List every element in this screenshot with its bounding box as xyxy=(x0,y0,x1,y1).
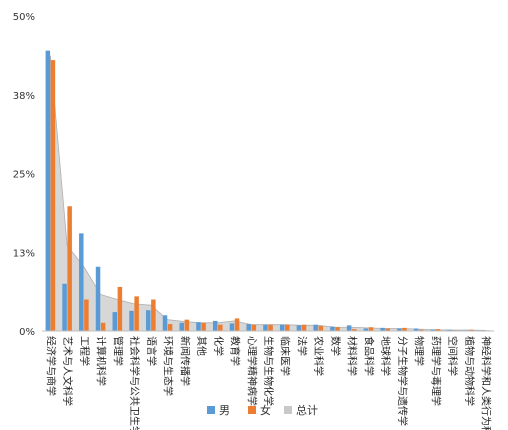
bar-male xyxy=(129,310,134,331)
legend-swatch xyxy=(207,406,215,414)
bar-male xyxy=(313,324,318,331)
bar-female xyxy=(201,322,206,331)
category-label: 农业科学 xyxy=(312,336,325,376)
series-area-total xyxy=(49,55,487,332)
bar-female xyxy=(268,324,273,331)
category-label: 化学 xyxy=(212,336,225,356)
bar-female xyxy=(50,60,56,331)
bar-female xyxy=(184,319,190,331)
legend-label: 女 xyxy=(260,403,271,417)
category-label: 空间科学 xyxy=(446,336,459,376)
bar-female xyxy=(435,329,441,331)
bar-female xyxy=(234,318,240,331)
y-tick-label: 13% xyxy=(13,248,35,259)
bar-male xyxy=(263,324,268,331)
category-label: 新闻传播学 xyxy=(178,336,191,386)
bar-male xyxy=(363,328,369,331)
category-label: 计算机科学 xyxy=(95,336,108,386)
bar-male xyxy=(246,324,251,331)
category-label: 教育学 xyxy=(229,336,242,366)
bar-female xyxy=(318,325,324,331)
category-label: 法学 xyxy=(295,336,308,356)
bar-female xyxy=(151,299,156,331)
x-axis-labels: 经济学与商学 艺术与人文科学 工程学 计算机科学 管理学 社会科学与公共卫生学 语言学 环境与… xyxy=(44,336,492,430)
category-label: 食品科学 xyxy=(362,336,375,376)
category-label: 社会科学与公共卫生学 xyxy=(128,336,141,430)
bar-female xyxy=(368,327,374,331)
bar-male xyxy=(112,312,118,331)
y-tick-label: 25% xyxy=(13,170,35,181)
legend-label: 总计 xyxy=(296,403,318,417)
category-label: 物理学 xyxy=(413,336,426,366)
bar-male xyxy=(196,322,201,331)
bar-male xyxy=(413,328,419,331)
bar-female xyxy=(67,206,72,331)
category-label: 药理学与毒理学 xyxy=(429,336,442,406)
bar-female xyxy=(469,329,474,331)
bar-female xyxy=(418,329,424,331)
bar-male xyxy=(380,327,385,331)
bar-female xyxy=(218,324,223,331)
bar-female xyxy=(251,324,257,331)
bar-male xyxy=(162,315,168,331)
bar-male xyxy=(179,322,184,331)
bar-male xyxy=(62,283,67,331)
bar-male xyxy=(330,326,335,331)
bar-male xyxy=(95,266,101,331)
legend: 男 女 总计 xyxy=(207,403,318,417)
bar-female xyxy=(301,324,307,331)
bar-female xyxy=(84,299,89,331)
bar-male xyxy=(45,50,51,332)
category-label: 管理学 xyxy=(111,336,124,366)
category-label: 经济学与商学 xyxy=(44,336,57,396)
y-tick-label: 38% xyxy=(13,91,35,102)
category-label: 艺术与人文科学 xyxy=(61,336,74,406)
category-label: 地球科学 xyxy=(379,336,392,376)
y-tick-label: 50% xyxy=(13,12,35,23)
bar-female xyxy=(167,324,173,331)
y-axis: 0% 13% 25% 38% 50% xyxy=(13,12,35,338)
category-label: 心理学精神病学 xyxy=(245,336,258,406)
bar-female xyxy=(100,322,106,331)
bar-male xyxy=(430,329,436,331)
category-label: 临床医学 xyxy=(279,336,292,376)
bar-male xyxy=(146,310,151,331)
category-label: 神经科学和人类行为科学 xyxy=(480,336,493,430)
category-label: 语言学 xyxy=(145,336,158,366)
y-tick-label: 0% xyxy=(19,327,35,338)
bar-female xyxy=(385,328,390,331)
bar-male xyxy=(79,233,84,331)
category-label: 分子生物学与遗传学 xyxy=(396,336,409,426)
legend-swatch xyxy=(248,406,256,414)
category-label: 材料科学 xyxy=(346,336,359,376)
bar-male xyxy=(346,325,352,331)
bar-female xyxy=(335,327,340,331)
legend-label: 男 xyxy=(219,404,230,417)
bar-male xyxy=(447,329,452,331)
category-label: 环境与生态学 xyxy=(162,336,175,396)
bar-female xyxy=(117,286,123,331)
bar-female xyxy=(402,327,407,331)
category-label: 植物与动物科学 xyxy=(463,336,476,406)
bar-female xyxy=(134,296,139,331)
bar-female xyxy=(285,324,290,331)
category-label: 工程学 xyxy=(78,336,91,366)
bar-male xyxy=(229,323,235,331)
bar-male xyxy=(397,328,402,331)
bar-male xyxy=(212,320,218,331)
category-label: 生物与生物化学 xyxy=(262,336,275,406)
legend-swatch xyxy=(284,406,292,414)
bar-layer xyxy=(45,50,491,332)
bar-female xyxy=(352,329,357,331)
category-label: 数学 xyxy=(329,336,342,356)
category-label: 其他 xyxy=(195,336,208,356)
area-layer xyxy=(49,55,487,332)
bar-male xyxy=(296,325,302,331)
bar-male xyxy=(279,324,285,331)
